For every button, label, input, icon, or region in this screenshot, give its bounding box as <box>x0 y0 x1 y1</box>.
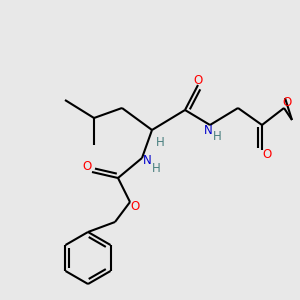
Text: H: H <box>213 130 221 143</box>
Text: O: O <box>282 97 292 110</box>
Text: H: H <box>156 136 164 148</box>
Text: O: O <box>194 74 202 86</box>
Text: O: O <box>82 160 91 173</box>
Text: O: O <box>262 148 272 161</box>
Text: N: N <box>204 124 212 136</box>
Text: O: O <box>130 200 140 214</box>
Text: H: H <box>152 161 160 175</box>
Text: N: N <box>142 154 152 166</box>
